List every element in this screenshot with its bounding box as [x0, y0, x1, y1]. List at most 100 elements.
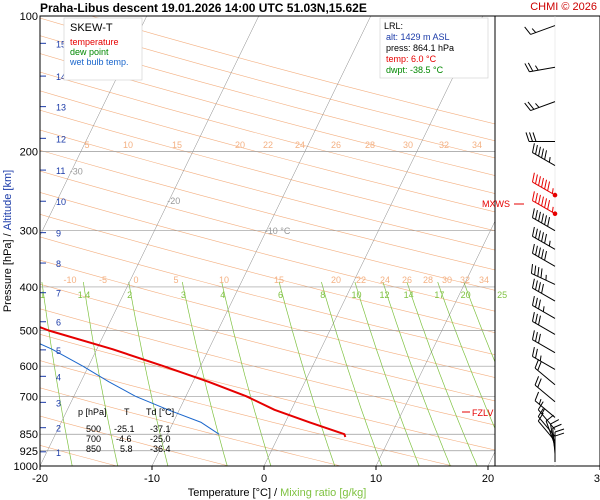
dry-adiabat-label: 28 — [423, 275, 433, 285]
wind-barb-flag — [531, 143, 535, 153]
wind-barb-staff — [532, 200, 556, 215]
altitude-tick-label: 5 — [56, 346, 61, 356]
wind-barb — [531, 191, 558, 216]
pressure-tick-label: 500 — [20, 326, 38, 338]
mixing-ratio-line — [500, 282, 582, 466]
wind-barb-flag — [551, 206, 554, 213]
wind-barb-flag — [554, 428, 565, 433]
table-row-1-td: -25.0 — [150, 434, 171, 444]
lrl-alt: alt: 1429 m ASL — [386, 32, 450, 42]
wind-barb-flag — [544, 150, 547, 160]
x-axis-title-mixing: Mixing ratio [g/kg] — [280, 487, 366, 499]
dry-adiabat — [40, 236, 495, 356]
mixing-ratio-label: 14 — [404, 290, 414, 300]
wind-barb-dot — [552, 211, 558, 216]
pressure-tick-label: 850 — [20, 429, 38, 441]
wind-barb-flag — [535, 174, 538, 184]
dry-adiabat-label: 34 — [472, 140, 482, 150]
wind-barb-flag — [527, 62, 534, 72]
isotherm-label: -10 °C — [265, 226, 291, 236]
table-row-0-td: -37.1 — [150, 424, 171, 434]
pressure-tick-label: 300 — [20, 226, 38, 238]
table-row-0-p: 500 — [86, 424, 101, 434]
dry-adiabat-label: 32 — [460, 275, 470, 285]
lrl-dwpt: dwpt: -38.5 °C — [386, 65, 444, 75]
wind-barb — [530, 263, 556, 285]
wind-barb-flag — [542, 306, 545, 312]
wind-barb-flag — [541, 232, 544, 242]
mixing-ratio-label: 10 — [351, 290, 361, 300]
wind-barb-flag — [538, 333, 541, 344]
y-axis-title-pressure: Pressure [hPa] — [2, 239, 14, 312]
wind-barb — [531, 208, 556, 232]
dry-adiabat — [40, 259, 495, 378]
altitude-tick-label: 8 — [56, 259, 61, 269]
wind-barb-staff — [532, 152, 556, 167]
wetbulb-curve — [40, 343, 220, 435]
mixing-ratio-label: 1.4 — [78, 290, 91, 300]
temperature-tick-label: -10 — [144, 473, 160, 485]
wind-barb-flag — [535, 193, 538, 203]
dry-adiabat — [40, 170, 495, 291]
legend-box — [63, 17, 143, 81]
isotherm — [151, 16, 371, 466]
lrl-press: press: 864.1 hPa — [386, 43, 454, 53]
dry-adiabat-label: 28 — [365, 140, 375, 150]
wind-barb-flag — [531, 172, 535, 183]
wind-barb-flag — [535, 144, 538, 155]
wind-barb — [534, 391, 556, 418]
wind-barb-flag — [538, 176, 541, 186]
wind-barb-staff — [530, 25, 556, 35]
altitude-tick-label: 15 — [56, 39, 66, 49]
temperature-tick-label: 10 — [370, 473, 382, 485]
temperature-tick-label: -20 — [32, 473, 48, 485]
dry-adiabat-label: 0 — [133, 275, 138, 285]
wind-barb-staff — [532, 252, 556, 267]
wind-barb — [531, 226, 556, 250]
isotherm — [263, 16, 483, 466]
level-table: p [hPa] T Td [°C] 500 -25.1 -37.1 700 -4… — [78, 407, 174, 454]
wind-barb-flag — [531, 191, 535, 201]
wind-barb — [524, 101, 556, 112]
x-axis-title: Temperature [°C] / Mixing ratio [g/kg] — [188, 487, 367, 499]
wind-barb-flag — [535, 348, 538, 359]
plot-background — [40, 16, 495, 466]
wind-barb-flag — [548, 156, 551, 163]
wind-barb-flag — [538, 211, 541, 222]
dry-adiabat-label: 30 — [403, 140, 413, 150]
wind-barb-flag — [538, 299, 541, 310]
altitude-tick-label: 4 — [56, 372, 61, 382]
legend: SKEW-T temperature dew point wet bulb te… — [63, 17, 143, 81]
altitude-tick-label: 3 — [56, 398, 61, 408]
wind-barb-flag — [544, 250, 547, 261]
legend-item-temperature: temperature — [70, 37, 119, 47]
wind-barb-flag — [531, 208, 535, 218]
wind-barb — [531, 347, 556, 370]
wind-barb — [531, 278, 556, 302]
wind-barb-flag — [537, 266, 540, 277]
wind-barb-flag — [538, 230, 541, 240]
wind-barb-flag — [535, 297, 538, 308]
wind-barb-flag — [544, 179, 547, 190]
wind-barb-staff — [532, 339, 556, 354]
copyright: CHMI © 2026 — [530, 1, 597, 13]
pressure-tick-label: 600 — [20, 361, 38, 373]
mixing-ratio-label: 25 — [497, 290, 507, 300]
wind-barb — [531, 243, 556, 267]
wind-barb-staff — [532, 355, 556, 370]
pressure-tick-label: 200 — [20, 146, 38, 158]
dry-adiabat-label: 26 — [331, 140, 341, 150]
wind-barb-flag — [544, 215, 547, 225]
wind-barb-flag — [534, 359, 540, 369]
lrl-temp: temp: 6.0 °C — [386, 54, 437, 64]
table-row-0-t: -25.1 — [114, 424, 135, 434]
wind-barb-flag — [531, 243, 535, 254]
wind-barb-flag — [538, 315, 541, 326]
wind-barb — [531, 143, 556, 167]
wind-barb — [554, 432, 565, 463]
mixing-ratio-label: 17 — [434, 290, 444, 300]
wind-barb-flag — [535, 210, 538, 220]
dry-adiabat — [40, 109, 495, 232]
mixing-ratio-label: 6 — [278, 290, 283, 300]
